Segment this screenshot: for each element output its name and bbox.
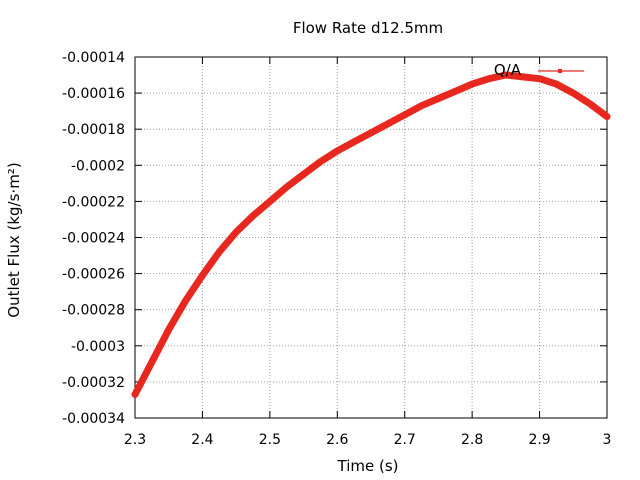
x-tick-label: 2.9 xyxy=(528,432,550,448)
x-axis-title: Time (s) xyxy=(337,457,399,475)
x-tick-label: 3 xyxy=(603,432,612,448)
x-tick-label: 2.8 xyxy=(461,432,483,448)
data-point xyxy=(468,80,476,88)
y-tick-label: -0.00026 xyxy=(62,267,125,283)
grid xyxy=(135,57,607,418)
data-point xyxy=(300,171,307,178)
y-tick-label: -0.0003 xyxy=(71,339,125,355)
data-point xyxy=(418,102,425,109)
data-point xyxy=(536,75,543,82)
series-layer xyxy=(131,71,611,398)
y-tick-label: -0.00022 xyxy=(62,194,125,210)
y-tick-label: -0.00024 xyxy=(62,231,125,247)
data-point xyxy=(401,111,408,119)
x-tick-label: 2.5 xyxy=(259,432,281,448)
data-point xyxy=(148,358,156,366)
x-tick-label: 2.6 xyxy=(326,432,348,448)
data-point xyxy=(165,326,172,333)
y-axis-title: Outlet Flux (kg/s·m²) xyxy=(5,162,23,317)
series-line xyxy=(131,71,611,398)
data-point xyxy=(553,80,560,88)
chart-title: Flow Rate d12.5mm xyxy=(293,19,443,37)
legend: Q/A xyxy=(494,61,584,79)
data-point xyxy=(334,147,341,155)
data-point xyxy=(586,100,594,108)
data-point xyxy=(266,198,274,205)
x-tick-label: 2.3 xyxy=(124,432,146,448)
data-point xyxy=(232,228,240,236)
y-tick-label: -0.00018 xyxy=(62,122,125,138)
axis-ticks xyxy=(134,56,608,419)
data-point xyxy=(519,73,526,81)
legend-marker xyxy=(558,69,562,73)
y-tick-label: -0.00028 xyxy=(62,303,125,319)
x-tick-label: 2.7 xyxy=(394,432,416,448)
y-tick-label: -0.00034 xyxy=(62,411,125,427)
data-point xyxy=(249,212,257,219)
data-point xyxy=(452,88,459,95)
data-point xyxy=(350,138,358,145)
legend-label: Q/A xyxy=(494,61,522,79)
x-tick-label: 2.4 xyxy=(191,432,213,448)
x-tick-labels: 2.3 2.4 2.5 2.6 2.7 2.8 2.9 3 xyxy=(124,432,612,448)
data-point xyxy=(216,248,223,256)
y-tick-labels: -0.00034 -0.00032 -0.0003 -0.00028 -0.00026 -… xyxy=(62,50,125,427)
data-point xyxy=(317,158,324,165)
data-point xyxy=(131,391,139,398)
data-point xyxy=(367,129,375,136)
data-point xyxy=(283,183,290,191)
plot-frame xyxy=(134,56,608,419)
data-point xyxy=(603,113,611,120)
data-point xyxy=(199,272,206,279)
y-tick-label: -0.00032 xyxy=(62,375,125,391)
data-point xyxy=(502,71,510,79)
data-point xyxy=(570,89,577,97)
y-tick-label: -0.00014 xyxy=(62,50,125,66)
y-tick-label: -0.00016 xyxy=(62,86,125,102)
data-point xyxy=(384,120,392,128)
y-tick-label: -0.0002 xyxy=(71,158,125,174)
data-point xyxy=(485,75,493,82)
data-point xyxy=(435,95,442,102)
data-point xyxy=(182,297,189,304)
